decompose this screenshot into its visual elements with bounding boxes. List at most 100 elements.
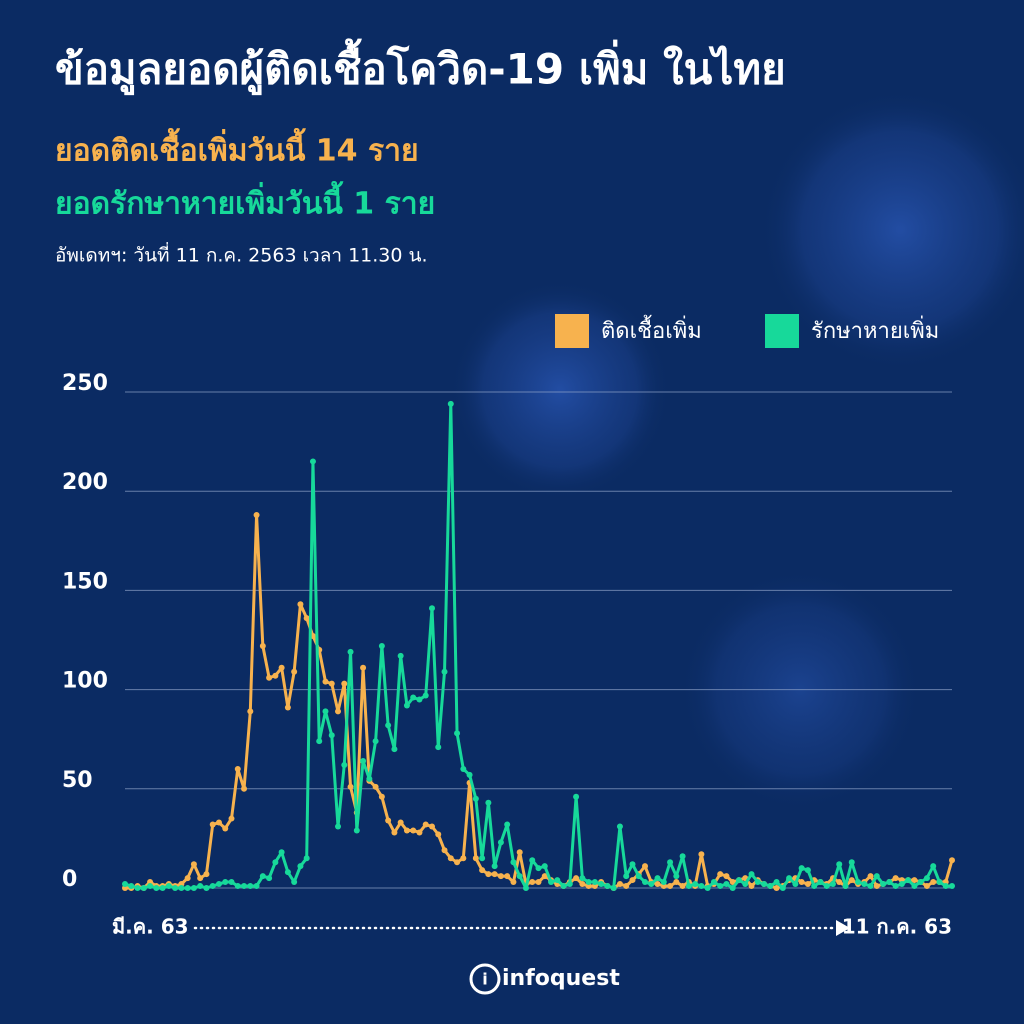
data-point [642, 879, 649, 886]
data-point [266, 674, 273, 681]
data-point [754, 879, 761, 886]
data-point [811, 883, 818, 890]
x-tick-label: 11 ก.ค. 63 [842, 915, 952, 939]
data-point [460, 765, 467, 772]
data-point [886, 879, 893, 886]
data-point [303, 615, 310, 622]
data-point [454, 859, 461, 866]
data-point [616, 881, 623, 888]
data-point [472, 855, 479, 862]
data-point [923, 883, 930, 890]
data-point [360, 758, 367, 765]
data-point [516, 873, 523, 880]
data-point [397, 652, 404, 659]
data-point [905, 877, 912, 884]
data-point [291, 668, 298, 675]
data-point [598, 881, 605, 888]
data-point [911, 877, 918, 884]
data-point [692, 881, 699, 888]
data-point [667, 859, 674, 866]
data-point [817, 879, 824, 886]
data-point [253, 512, 260, 519]
data-point [322, 708, 329, 715]
data-point [679, 883, 686, 890]
data-point [892, 883, 899, 890]
data-point [698, 883, 705, 890]
data-point [234, 883, 241, 890]
data-point [303, 855, 310, 862]
data-point [516, 849, 523, 856]
data-point [134, 885, 141, 891]
virus-decoration [450, 280, 670, 500]
data-point [278, 664, 285, 671]
data-point [372, 738, 379, 745]
data-point [335, 823, 342, 830]
data-point [629, 877, 636, 884]
data-point [165, 883, 172, 890]
data-point [241, 785, 248, 792]
data-point [385, 722, 392, 729]
data-point [786, 875, 793, 882]
data-point [623, 873, 630, 880]
data-point [773, 879, 780, 886]
data-point [328, 732, 335, 739]
data-point [554, 877, 561, 884]
data-point [247, 708, 254, 715]
data-point [629, 861, 636, 868]
data-point [190, 885, 197, 891]
data-point [479, 855, 486, 862]
data-point [836, 861, 843, 868]
data-point [911, 883, 918, 890]
data-point [391, 829, 398, 836]
data-point [623, 883, 630, 890]
data-point [936, 879, 943, 886]
data-point [403, 827, 410, 834]
data-point [140, 885, 147, 891]
data-point [673, 873, 680, 880]
data-point [616, 823, 623, 830]
data-point [566, 881, 573, 888]
data-point [541, 863, 548, 870]
y-tick-label: 0 [62, 867, 77, 892]
data-point [428, 823, 435, 830]
data-point [855, 879, 862, 886]
data-point [416, 696, 423, 703]
data-point [472, 795, 479, 802]
y-tick-label: 150 [62, 569, 108, 594]
data-point [341, 761, 348, 768]
data-point [479, 867, 486, 874]
data-point [541, 873, 548, 880]
data-point [685, 883, 692, 890]
data-point [190, 861, 197, 868]
y-tick-label: 50 [62, 768, 93, 793]
data-point [767, 883, 774, 890]
data-point [410, 694, 417, 701]
data-point [579, 881, 586, 888]
data-point [122, 881, 128, 888]
data-point [241, 883, 248, 890]
data-point [930, 879, 937, 886]
data-point [222, 825, 229, 832]
y-tick-label: 250 [62, 371, 108, 396]
data-point [573, 875, 580, 882]
data-point [836, 879, 843, 886]
data-point [748, 883, 755, 890]
data-point [284, 869, 291, 876]
data-point [259, 642, 266, 649]
data-point [441, 668, 448, 675]
logo: i infoquest [469, 963, 620, 995]
data-point [717, 883, 724, 890]
data-point [560, 883, 567, 890]
data-point [209, 883, 216, 890]
data-point [573, 793, 580, 800]
data-point [466, 771, 473, 778]
data-point [228, 815, 235, 822]
data-point [848, 877, 855, 884]
data-point [923, 875, 930, 882]
data-point [172, 885, 179, 891]
data-point [735, 877, 742, 884]
data-point [284, 704, 291, 711]
data-point [529, 857, 536, 864]
logo-icon: i [482, 970, 487, 989]
